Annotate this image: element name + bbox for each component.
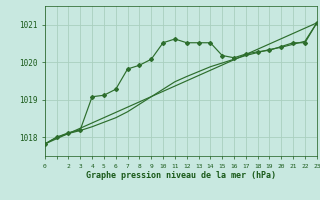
X-axis label: Graphe pression niveau de la mer (hPa): Graphe pression niveau de la mer (hPa) xyxy=(86,171,276,180)
